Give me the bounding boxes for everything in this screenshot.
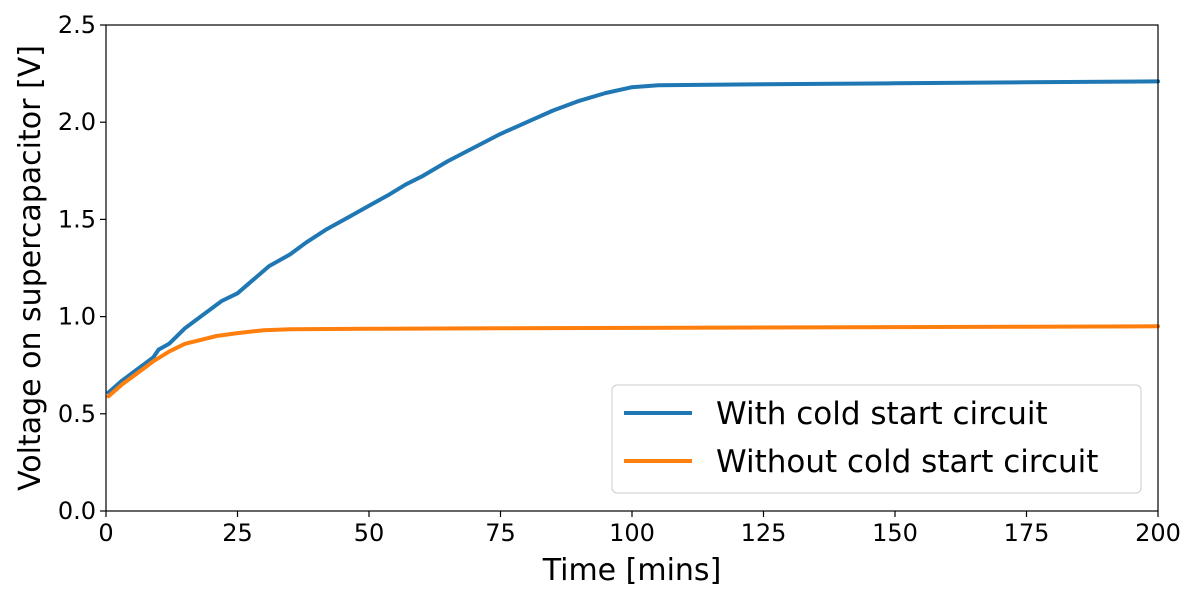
x-tick-label: 200 <box>1135 519 1181 547</box>
x-tick-label: 150 <box>872 519 918 547</box>
y-tick-label: 0.5 <box>58 400 96 428</box>
series-line-0 <box>106 79 1160 395</box>
y-tick-label: 2.0 <box>58 108 96 136</box>
y-tick-label: 1.5 <box>58 205 96 233</box>
x-axis-title: Time [mins] <box>542 553 722 588</box>
series-line-1 <box>106 324 1160 399</box>
y-axis-title: Voltage on supercapacitor [V] <box>13 45 48 491</box>
x-tick-label: 100 <box>609 519 655 547</box>
legend-box <box>611 384 1142 494</box>
x-tick-label: 125 <box>741 519 787 547</box>
x-tick-label: 25 <box>222 519 253 547</box>
x-tick-label: 175 <box>1004 519 1050 547</box>
x-tick-label: 75 <box>485 519 516 547</box>
legend-label-with-cold-start: With cold start circuit <box>716 396 1048 432</box>
x-tick-label: 50 <box>354 519 385 547</box>
y-tick-label: 1.0 <box>58 303 96 331</box>
legend-label-without-cold-start: Without cold start circuit <box>716 444 1098 480</box>
y-axis: 0.0 0.5 1.0 1.5 2.0 2.5 <box>58 11 106 525</box>
x-axis: 0 25 50 75 100 125 150 175 200 <box>98 511 1181 547</box>
x-tick-label: 0 <box>98 519 113 547</box>
y-tick-label: 2.5 <box>58 11 96 39</box>
legend: With cold start circuit Without cold sta… <box>611 384 1142 494</box>
y-tick-label: 0.0 <box>58 497 96 525</box>
series-layer <box>106 79 1160 399</box>
